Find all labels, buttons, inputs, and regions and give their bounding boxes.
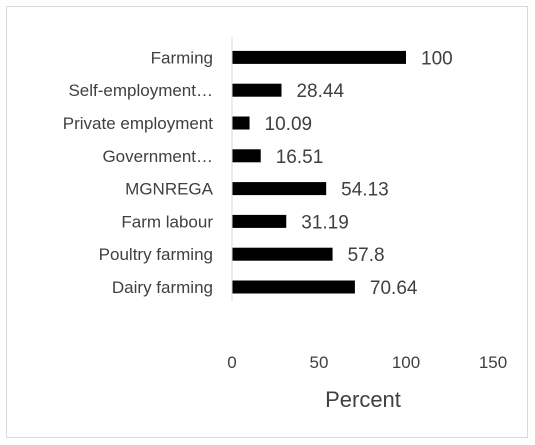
x-tick-label: 50 <box>310 353 329 372</box>
data-label: 28.44 <box>296 81 344 102</box>
bars <box>232 50 406 294</box>
x-tick-label: 100 <box>392 353 420 372</box>
bar <box>232 50 406 64</box>
category-label: Government… <box>102 147 213 166</box>
x-axis-title: Percent <box>325 387 401 412</box>
bar <box>232 149 261 163</box>
data-label: 16.51 <box>276 147 324 168</box>
data-labels: 100 28.44 10.09 16.51 54.13 31.19 57.8 70.64 <box>265 48 453 299</box>
bar <box>232 83 282 97</box>
x-tick-label: 0 <box>227 353 236 372</box>
data-label: 10.09 <box>265 114 313 135</box>
category-label: Farm labour <box>121 212 213 231</box>
category-label: Dairy farming <box>112 278 213 297</box>
bar <box>232 116 250 130</box>
bar <box>232 247 333 261</box>
x-tick-label: 150 <box>479 353 507 372</box>
category-labels: Farming Self-employment… Private employmen… <box>63 48 214 297</box>
data-label: 100 <box>421 48 453 69</box>
bar <box>232 214 287 228</box>
category-label: Poultry farming <box>99 245 213 264</box>
x-tick-labels: 0 50 100 150 <box>227 353 507 372</box>
data-label: 70.64 <box>370 278 418 299</box>
bar <box>232 280 355 294</box>
category-label: MGNREGA <box>125 180 214 199</box>
category-label: Self-employment… <box>68 81 213 100</box>
bar <box>232 182 327 196</box>
data-label: 57.8 <box>348 245 385 266</box>
category-label: Farming <box>151 48 213 67</box>
data-label: 54.13 <box>341 180 389 201</box>
data-label: 31.19 <box>301 212 349 233</box>
category-label: Private employment <box>63 114 214 133</box>
